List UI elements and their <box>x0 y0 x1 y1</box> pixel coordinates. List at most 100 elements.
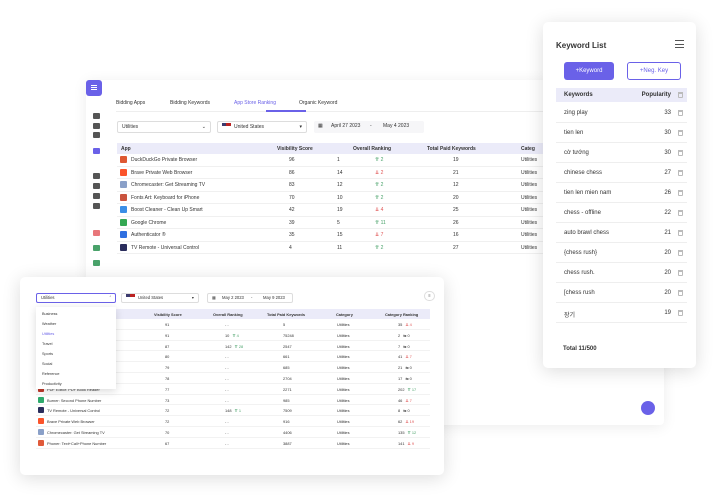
table-row[interactable]: DuckDuckGo Private Browser 96 1 ⇈ 2 19 Utilit… <box>117 154 664 167</box>
option-weather[interactable]: Weather <box>42 322 57 326</box>
trash-icon[interactable] <box>678 250 683 256</box>
trash-icon[interactable] <box>678 270 683 276</box>
category: Utilities <box>337 397 350 403</box>
trash-icon[interactable] <box>678 130 683 136</box>
table-row[interactable]: Brave Private Web Browser 72 - - 916 Utiliti… <box>36 416 430 427</box>
table-row[interactable]: TV Remote - Universal Control 4 11 ⇈ 2 27 Uti… <box>117 242 664 254</box>
keyword-row[interactable]: 장기 19 <box>556 304 687 323</box>
menu-icon[interactable]: ≡ <box>424 291 435 301</box>
dashboard-icon[interactable] <box>93 113 100 119</box>
keyword-text: chess - offline <box>564 210 601 216</box>
option-social[interactable]: Social <box>42 362 53 366</box>
paid-keywords: 25 <box>453 207 459 213</box>
trash-icon[interactable] <box>678 290 683 296</box>
tab-bidding-apps[interactable]: Bidding Apps <box>116 100 146 106</box>
tab-app-store-ranking[interactable]: App Store Ranking <box>234 100 276 106</box>
table-row[interactable]: Fonts Art: Keyboard for iPhone 70 10 ⇈ 2 20 U… <box>117 192 664 204</box>
table-row[interactable]: Burner: Second Phone Number 73 - - 985 Utili… <box>36 395 430 406</box>
option-travel[interactable]: Travel <box>42 342 53 346</box>
option-reference[interactable]: Reference <box>42 372 60 376</box>
keyword-row[interactable]: auto brawl chess 21 <box>556 224 687 243</box>
table-row[interactable]: Boost Cleaner - Clean Up Smart 42 19 ⇊ 4 25 U… <box>117 204 664 217</box>
trash-icon[interactable] <box>678 110 683 116</box>
table-row[interactable]: 87 142 ⇈ 28 2547 Utilities 7 ⇆ 0 <box>36 341 430 352</box>
popularity-value: 20 <box>664 290 671 296</box>
visibility-score: 78 <box>165 375 170 381</box>
trash-icon[interactable] <box>678 210 683 216</box>
table-row[interactable]: Phoner: Text+Call+Phone Number 67 - - 3887 U… <box>36 438 430 449</box>
keyword-row[interactable]: tien len mien nam 26 <box>556 184 687 203</box>
cards-icon[interactable] <box>93 245 100 251</box>
user-icon[interactable] <box>93 123 100 129</box>
country-select[interactable]: United States ▾ <box>121 293 199 303</box>
table-row[interactable]: Brave Private Web Browser 86 14 ⇊ 2 21 Utilit… <box>117 167 664 179</box>
hamburger-menu-icon[interactable] <box>675 40 684 48</box>
keyword-row[interactable]: zing play 33 <box>556 104 687 123</box>
table-row[interactable]: TV Remote - Universal Control 72 148 ⇈ 1 750… <box>36 405 430 417</box>
trash-icon[interactable] <box>678 150 683 156</box>
table-row[interactable]: 78 - - 2704 Utilities 17 ⇆ 0 <box>36 373 430 384</box>
menu-icon[interactable] <box>86 80 102 96</box>
document-icon[interactable] <box>93 183 100 189</box>
keyword-row[interactable]: chess rush. 20 <box>556 264 687 283</box>
add-keyword-button[interactable]: +Keyword <box>564 62 614 80</box>
app-name[interactable]: DuckDuckGo Private Browser <box>131 157 198 163</box>
category-select[interactable]: Utilities ˆ <box>36 293 116 303</box>
app-name[interactable]: Brave Private Web Browser <box>131 169 193 176</box>
briefcase-icon[interactable] <box>93 132 100 138</box>
app-name[interactable]: PDF Editor: PDF Book Reader <box>47 386 100 392</box>
table-row[interactable]: 79 - - 685 Utilities 21 ⇆ 0 <box>36 362 430 373</box>
app-name[interactable]: TV Remote - Universal Control <box>131 244 200 251</box>
keyword-row[interactable]: chess - offline 22 <box>556 204 687 223</box>
keyword-row[interactable]: chinese chess 27 <box>556 164 687 183</box>
overall-ranking: - - <box>225 398 229 403</box>
date-range-picker[interactable]: ▦ May 2 2023 - May 9 2023 <box>207 293 293 303</box>
date-range-picker[interactable]: ▦ April 27 2023 - May 4 2023 <box>314 121 424 133</box>
app-name[interactable]: Phoner: Text+Call+Phone Number <box>47 440 107 446</box>
trash-icon[interactable] <box>678 92 683 98</box>
overall-ranking: 19 <box>337 207 343 213</box>
app-name[interactable]: Authenticator ® <box>131 232 166 238</box>
trash-icon[interactable] <box>678 310 683 316</box>
keyword-row[interactable]: tien len 30 <box>556 124 687 143</box>
table-row[interactable]: 91 10 ⇈ 4 75248 Utilities 2 ⇆ 0 <box>36 330 430 341</box>
app-name[interactable]: Brave Private Web Browser <box>47 419 95 425</box>
trash-icon[interactable] <box>678 170 683 176</box>
trash-icon[interactable] <box>678 230 683 236</box>
alert-icon[interactable] <box>93 230 100 236</box>
table-row[interactable]: Chromecaster: Get Streaming TV 83 12 ⇈ 2 12 U… <box>117 179 664 192</box>
option-business[interactable]: Business <box>42 312 58 316</box>
money-icon[interactable] <box>93 260 100 266</box>
option-utilities[interactable]: Utilities <box>42 332 55 336</box>
country-select[interactable]: United States ▾ <box>217 121 307 133</box>
app-name[interactable]: Fonts Art: Keyboard for iPhone <box>131 194 200 201</box>
chart-icon[interactable] <box>93 173 100 179</box>
table-row[interactable]: Chromecaster: Get Streaming TV 70 - - 4406 U… <box>36 427 430 438</box>
help-icon[interactable] <box>93 203 100 209</box>
keyword-row[interactable]: [chess rush 20 <box>556 284 687 303</box>
app-name[interactable]: Google Chrome <box>131 219 167 226</box>
table-row[interactable]: 91 - - 5 Utilities 35 ⇊ 4 <box>36 319 430 330</box>
category-select[interactable]: Utilities ⌄ <box>117 121 211 133</box>
category-change-value: 0 <box>409 365 412 371</box>
keyword-row[interactable]: cờ tướng 30 <box>556 144 687 163</box>
gear-icon[interactable] <box>93 193 100 199</box>
app-name[interactable]: Chromecaster: Get Streaming TV <box>131 182 206 188</box>
trash-icon[interactable] <box>678 190 683 196</box>
add-negative-keyword-button[interactable]: +Neg. Key <box>627 62 681 80</box>
tab-bidding-keywords[interactable]: Bidding Keywords <box>170 100 211 106</box>
keyword-row[interactable]: {chess rush} 20 <box>556 244 687 263</box>
table-row[interactable]: Google Chrome 39 5 ⇈ 11 26 Utilities <box>117 217 664 229</box>
chat-button[interactable] <box>641 401 655 415</box>
app-name[interactable]: TV Remote - Universal Control <box>47 408 100 414</box>
app-name[interactable]: Burner: Second Phone Number <box>47 397 102 403</box>
app-name[interactable]: Chromecaster: Get Streaming TV <box>47 429 105 435</box>
table-row[interactable]: 80 - - 661 Utilities 41 ⇊ 7 <box>36 351 430 363</box>
option-sports[interactable]: Sports <box>42 352 53 356</box>
report-icon[interactable] <box>93 148 100 154</box>
ranking-change-value: 2 <box>380 182 384 188</box>
app-name[interactable]: Boost Cleaner - Clean Up Smart <box>131 207 203 213</box>
option-productivity[interactable]: Productivity <box>42 382 62 386</box>
table-row[interactable]: Authenticator ® 35 15 ⇊ 7 16 Utilities <box>117 229 664 242</box>
tab-organic-keyword[interactable]: Organic Keyword <box>299 100 338 106</box>
